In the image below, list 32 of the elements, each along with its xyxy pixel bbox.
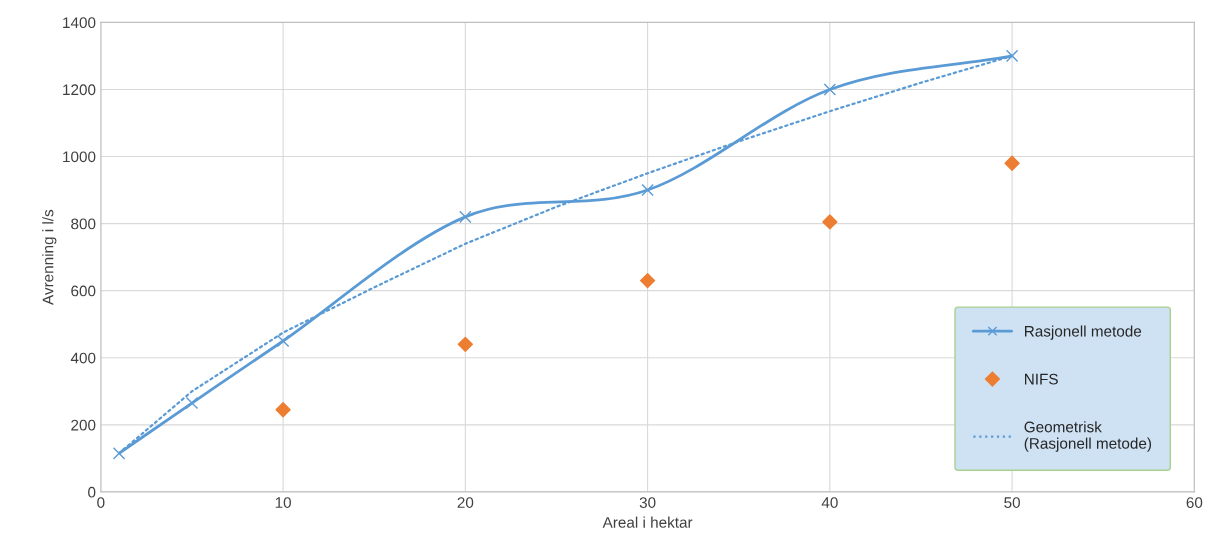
legend-label: Rasjonell metode: [1025, 325, 1142, 340]
y-tick-label: 400: [70, 352, 96, 364]
y-tick-label: 800: [71, 218, 96, 230]
point: [641, 183, 654, 197]
x-tick-label: 40: [821, 497, 838, 508]
point: [1004, 155, 1020, 171]
x-tick-label: 10: [275, 497, 291, 508]
y-tick-label: 1200: [63, 84, 96, 96]
point: [276, 334, 290, 348]
y-tick-label: 1000: [63, 151, 96, 163]
y-tick-label: 600: [71, 285, 96, 297]
y-axis-title: Avrenning i l/s: [42, 209, 57, 305]
point: [457, 336, 473, 352]
point: [639, 272, 656, 289]
point: [1005, 49, 1019, 63]
point: [823, 83, 837, 96]
y-tick-label: 0: [88, 486, 96, 498]
point: [112, 447, 126, 460]
x-tick-label: 30: [639, 497, 656, 508]
x-tick-label: 50: [1004, 497, 1020, 508]
point: [822, 214, 838, 230]
x-axis-title: Areal i hektar: [602, 516, 693, 528]
x-tick-label: 0: [97, 497, 105, 508]
point: [275, 402, 291, 418]
y-tick-label: 1400: [63, 17, 96, 29]
y-tick-label: 200: [71, 419, 96, 431]
legend-label: Geometrisk (Rasjonell metode): [1024, 421, 1152, 452]
point: [185, 396, 199, 410]
x-tick-label: 20: [457, 497, 474, 508]
x-tick-label: 60: [1186, 497, 1203, 508]
legend-label: NIFS: [1025, 373, 1058, 385]
point: [459, 210, 472, 224]
